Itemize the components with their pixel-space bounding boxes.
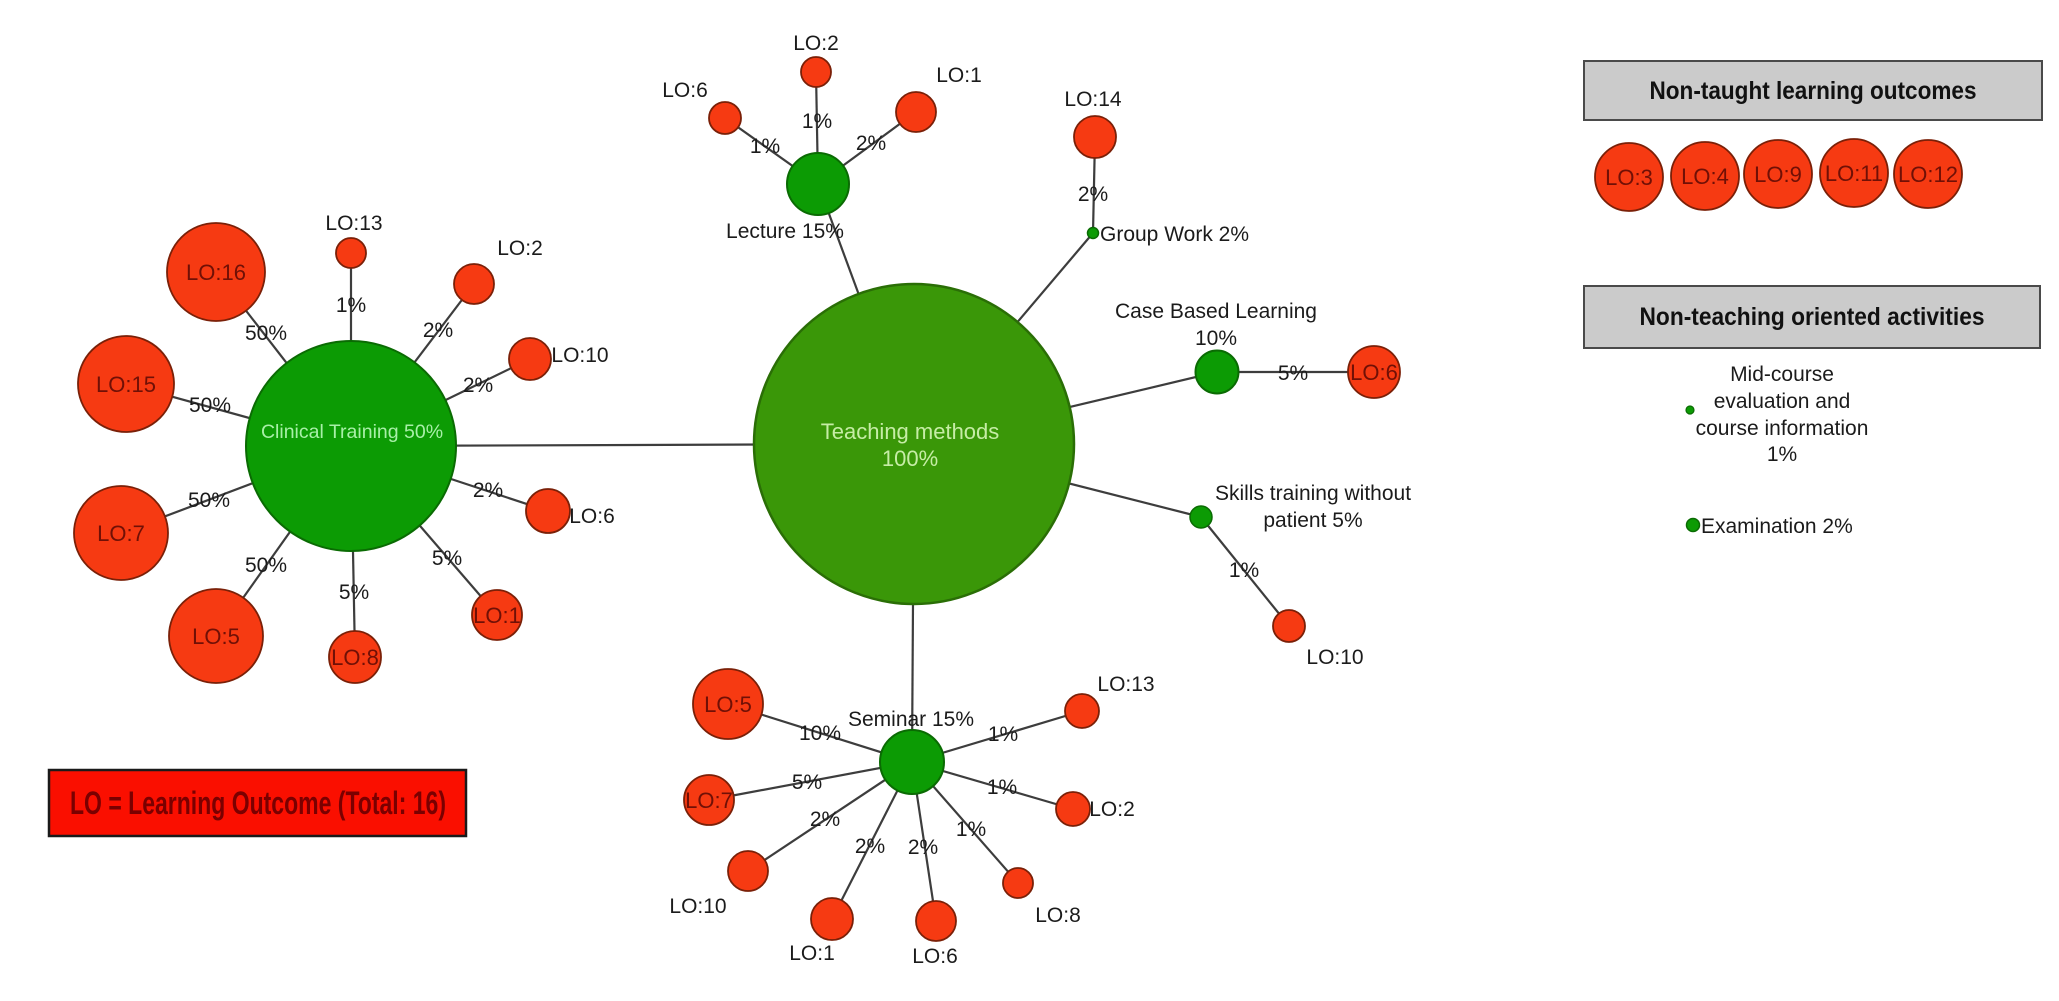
svg-text:5%: 5% bbox=[339, 581, 369, 604]
svg-text:LO:6: LO:6 bbox=[662, 79, 708, 102]
svg-text:Clinical Training 50%: Clinical Training 50% bbox=[261, 421, 443, 443]
svg-text:LO:5: LO:5 bbox=[192, 624, 240, 649]
svg-text:1%: 1% bbox=[1767, 443, 1797, 466]
svg-text:LO:8: LO:8 bbox=[331, 645, 379, 670]
svg-text:Examination 2%: Examination 2% bbox=[1701, 515, 1853, 538]
svg-text:2%: 2% bbox=[473, 479, 503, 502]
svg-text:LO:2: LO:2 bbox=[497, 237, 543, 260]
svg-text:2%: 2% bbox=[463, 374, 493, 397]
svg-text:50%: 50% bbox=[245, 554, 287, 577]
svg-text:5%: 5% bbox=[432, 547, 462, 570]
svg-text:Lecture 15%: Lecture 15% bbox=[726, 220, 844, 243]
svg-text:1%: 1% bbox=[1229, 559, 1259, 582]
svg-text:1%: 1% bbox=[987, 776, 1017, 799]
svg-text:50%: 50% bbox=[188, 489, 230, 512]
svg-text:LO:8: LO:8 bbox=[1035, 904, 1081, 927]
svg-text:LO:7: LO:7 bbox=[685, 788, 733, 813]
svg-text:10%: 10% bbox=[1195, 327, 1237, 350]
svg-text:LO:9: LO:9 bbox=[1754, 162, 1802, 187]
svg-text:LO = Learning Outcome (Total:: LO = Learning Outcome (Total: 16) bbox=[70, 785, 446, 821]
svg-text:LO:2: LO:2 bbox=[793, 32, 839, 55]
svg-text:2%: 2% bbox=[423, 319, 453, 342]
svg-text:LO:10: LO:10 bbox=[551, 344, 608, 367]
svg-text:1%: 1% bbox=[988, 723, 1018, 746]
svg-text:LO:1: LO:1 bbox=[473, 603, 521, 628]
svg-text:10%: 10% bbox=[799, 722, 841, 745]
svg-text:Seminar 15%: Seminar 15% bbox=[848, 708, 974, 731]
svg-text:LO:12: LO:12 bbox=[1898, 162, 1958, 187]
svg-text:LO:1: LO:1 bbox=[936, 64, 982, 87]
svg-text:2%: 2% bbox=[856, 132, 886, 155]
svg-text:LO:10: LO:10 bbox=[669, 895, 726, 918]
svg-text:LO:14: LO:14 bbox=[1064, 88, 1122, 111]
svg-text:Non-taught learning outcomes: Non-taught learning outcomes bbox=[1650, 77, 1977, 105]
svg-text:100%: 100% bbox=[882, 446, 938, 471]
svg-text:LO:6: LO:6 bbox=[1350, 360, 1398, 385]
svg-text:LO:6: LO:6 bbox=[912, 945, 958, 968]
svg-text:patient 5%: patient 5% bbox=[1263, 509, 1362, 532]
svg-text:Mid-course: Mid-course bbox=[1730, 363, 1834, 386]
svg-text:LO:2: LO:2 bbox=[1089, 798, 1135, 821]
svg-text:2%: 2% bbox=[1078, 183, 1108, 206]
svg-text:Non-teaching oriented activiti: Non-teaching oriented activities bbox=[1640, 303, 1985, 331]
svg-text:course information: course information bbox=[1696, 417, 1869, 440]
svg-text:LO:7: LO:7 bbox=[97, 521, 145, 546]
svg-text:Case Based Learning: Case Based Learning bbox=[1115, 300, 1317, 323]
svg-text:Teaching methods: Teaching methods bbox=[821, 419, 1000, 444]
svg-text:LO:3: LO:3 bbox=[1605, 165, 1653, 190]
svg-text:50%: 50% bbox=[189, 394, 231, 417]
svg-text:1%: 1% bbox=[802, 110, 832, 133]
svg-text:2%: 2% bbox=[810, 808, 840, 831]
svg-text:2%: 2% bbox=[855, 835, 885, 858]
svg-text:evaluation and: evaluation and bbox=[1714, 390, 1851, 413]
svg-text:5%: 5% bbox=[1278, 362, 1308, 385]
svg-text:LO:16: LO:16 bbox=[186, 260, 246, 285]
svg-text:LO:15: LO:15 bbox=[96, 372, 156, 397]
svg-text:50%: 50% bbox=[245, 322, 287, 345]
svg-text:1%: 1% bbox=[750, 135, 780, 158]
svg-text:LO:1: LO:1 bbox=[789, 942, 835, 965]
svg-text:1%: 1% bbox=[336, 294, 366, 317]
svg-text:LO:6: LO:6 bbox=[569, 505, 615, 528]
svg-text:2%: 2% bbox=[908, 836, 938, 859]
svg-text:1%: 1% bbox=[956, 818, 986, 841]
svg-text:LO:4: LO:4 bbox=[1681, 164, 1729, 189]
svg-text:LO:13: LO:13 bbox=[1097, 673, 1154, 696]
svg-text:LO:5: LO:5 bbox=[704, 692, 752, 717]
svg-text:Skills training without: Skills training without bbox=[1215, 482, 1411, 505]
svg-text:LO:13: LO:13 bbox=[325, 212, 382, 235]
svg-text:LO:11: LO:11 bbox=[1825, 161, 1883, 186]
svg-text:LO:10: LO:10 bbox=[1306, 646, 1363, 669]
svg-text:5%: 5% bbox=[792, 771, 822, 794]
svg-text:Group Work 2%: Group Work 2% bbox=[1100, 223, 1249, 246]
